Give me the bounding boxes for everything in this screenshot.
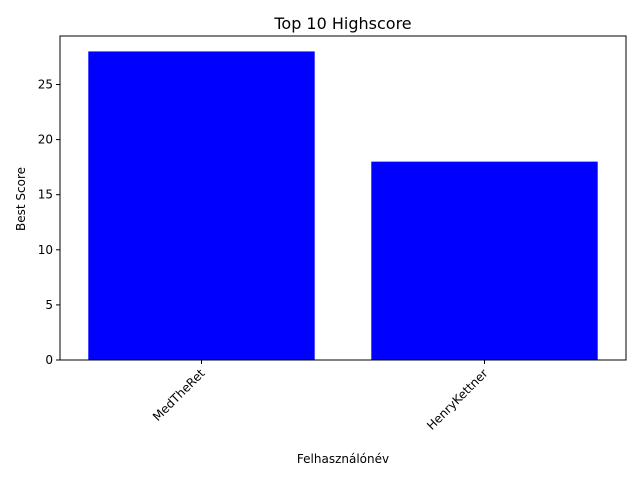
bar-medtheret [88,51,315,361]
y-tick-label: 25 [38,77,53,91]
y-tick-label: 20 [38,133,53,147]
y-tick-label: 5 [45,298,53,312]
y-tick-label: 15 [38,188,53,202]
y-tick-label: 10 [38,243,53,257]
plot-frame [59,35,627,361]
y-tick-label: 0 [45,353,53,367]
x-axis-label: Felhasználónév [297,452,389,466]
bar-henrykettner [371,161,598,360]
chart-title: Top 10 Highscore [273,14,411,33]
y-axis-label: Best Score [14,167,28,231]
